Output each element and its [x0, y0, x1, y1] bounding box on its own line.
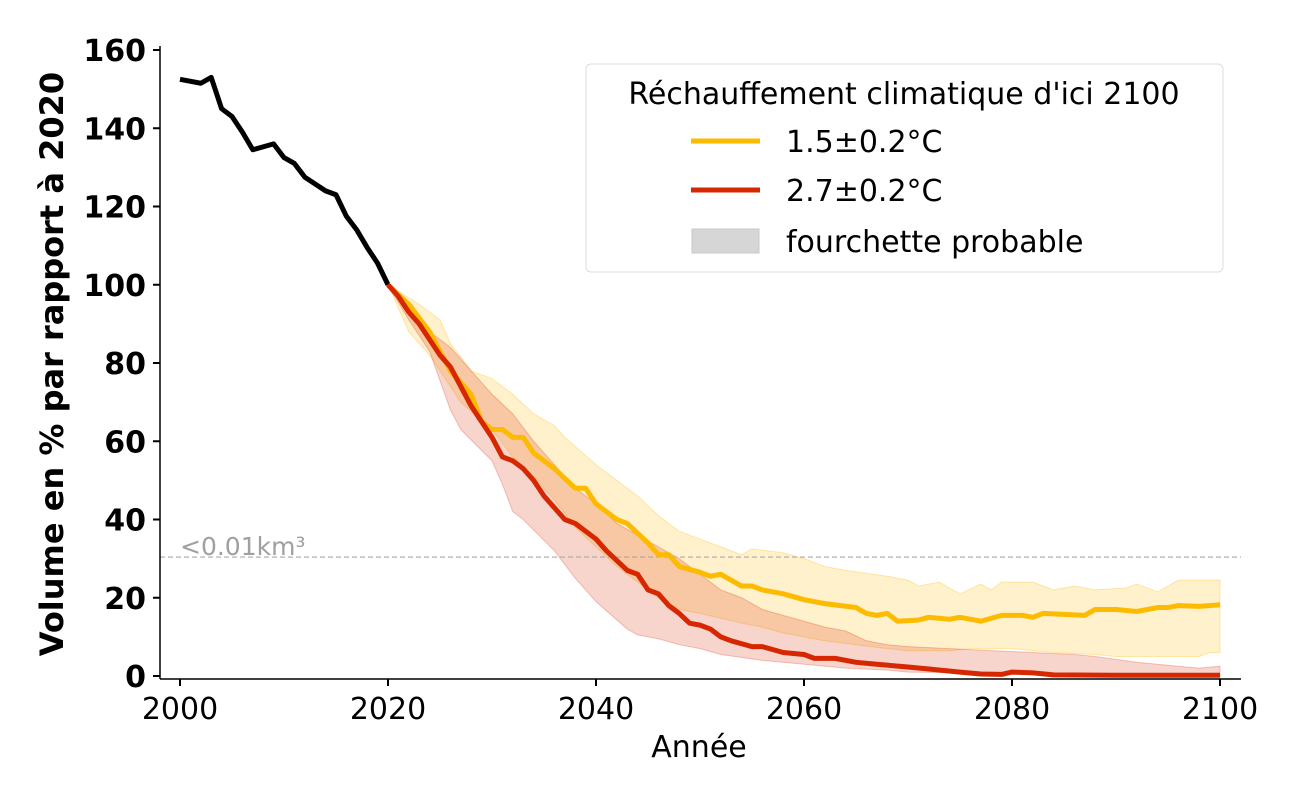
legend-label-1.5: 1.5±0.2°C [786, 125, 943, 160]
y-tick-label: 80 [104, 347, 146, 382]
legend-label-2.7: 2.7±0.2°C [786, 174, 943, 209]
legend: Réchauffement climatique d'ici 2100 1.5±… [585, 63, 1224, 273]
y-tick-label: 40 [104, 504, 146, 539]
lines [179, 74, 1221, 678]
y-tick-label: 20 [104, 582, 146, 617]
legend-title: Réchauffement climatique d'ici 2100 [628, 77, 1179, 112]
y-tick-label: 140 [83, 112, 146, 147]
y-tick-label: 160 [83, 34, 146, 69]
y-tick-label: 120 [83, 191, 146, 226]
y-axis-label: Volume en % par rapport à 2020 [33, 72, 71, 656]
x-tick-label: 2100 [1182, 692, 1258, 727]
y-tick-label: 0 [125, 660, 146, 695]
y-tick-label: 60 [104, 425, 146, 460]
range-band-2.7±0.2°C [387, 284, 1221, 677]
bands [386, 283, 1221, 677]
x-tick-label: 2000 [142, 692, 218, 727]
series-line-2.7±0.2°C [386, 283, 1220, 678]
y-tick-label: 100 [83, 269, 146, 304]
legend-label-range: fourchette probable [786, 225, 1083, 260]
x-tick-label: 2040 [558, 692, 634, 727]
threshold-label: <0.01km³ [180, 532, 305, 561]
legend-box [585, 63, 1224, 273]
legend-swatch-range [691, 228, 760, 254]
x-tick-label: 2060 [766, 692, 842, 727]
series-line-historique [179, 74, 391, 286]
x-tick-label: 2020 [350, 692, 426, 727]
x-axis-label: Année [651, 730, 746, 765]
series-line-1.5±0.2°C [386, 282, 1221, 624]
x-tick-label: 2080 [974, 692, 1050, 727]
